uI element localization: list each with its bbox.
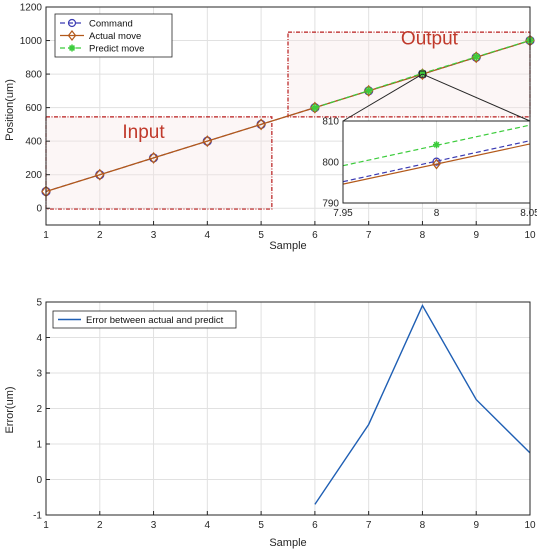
error-series: [314, 304, 531, 505]
error-x-tick-label: 4: [205, 520, 211, 531]
inset-y-tick-label: 810: [322, 117, 339, 128]
region-box-output: [287, 31, 531, 118]
error-y-axis-label: Error(um): [4, 386, 16, 433]
region-boxes: Input Output: [45, 29, 531, 210]
error-series-line: [314, 304, 531, 505]
error-x-tick-label: 3: [151, 520, 157, 531]
series-marker-predict: [364, 86, 373, 95]
series-marker-predict: [472, 52, 481, 61]
position-x-tick-label: 8: [420, 230, 426, 241]
error-y-tick-label: 1: [36, 440, 42, 451]
error-axes-box: [45, 301, 531, 516]
series-marker-actual: [256, 118, 266, 131]
error-legend: Error between actual and predict: [52, 310, 237, 329]
error-grid: [45, 301, 531, 516]
error-x-tick-label: 6: [312, 520, 318, 531]
position-axes-box: [45, 6, 531, 226]
position-x-axis-label: Sample: [269, 240, 306, 252]
error-legend-box: [52, 310, 237, 329]
position-axes: [45, 6, 531, 226]
legend-marker-predict: [68, 44, 76, 52]
position-series: [41, 34, 535, 198]
legend-label-command: Command: [89, 19, 133, 30]
inset-marker-predict: [433, 141, 440, 149]
inset-frame: [342, 120, 531, 204]
position-y-tick-label: 1200: [20, 3, 43, 14]
position-x-tick-label: 3: [151, 230, 157, 241]
inset-marker-command: [432, 157, 441, 166]
series-marker-actual: [202, 135, 213, 148]
error-y-tick-label: 0: [36, 475, 42, 486]
position-y-axis-label: Position(um): [4, 79, 16, 141]
error-x-tick-label: 7: [366, 520, 372, 531]
inset-marker-actual: [432, 158, 441, 170]
error-y-tick-label: 5: [36, 298, 42, 309]
error-x-tick-label: 1: [43, 520, 49, 531]
error-chart: 1 2 3 4 5 6 7 8 9 10 -1 0 1 2 3 4 5 Sample Error(um) Err…: [4, 298, 536, 550]
inset-x-tick-label: 8: [434, 208, 440, 219]
series-marker-actual: [95, 168, 105, 181]
series-marker-predict: [310, 103, 319, 112]
error-x-tick-label: 5: [258, 520, 264, 531]
output-region-label: Output: [401, 29, 459, 50]
inset-y-tick-label: 790: [322, 199, 339, 210]
zoom-marker-box: [418, 70, 426, 78]
legend-label-predict: Predict move: [89, 44, 144, 55]
zoom-connector-right: [422, 73, 531, 122]
input-region-label: Input: [122, 122, 165, 143]
position-x-tick-label: 2: [97, 230, 103, 241]
inset-line-actual: [342, 143, 531, 185]
error-x-tick-label: 2: [97, 520, 103, 531]
error-y-tick-label: 3: [36, 369, 42, 380]
legend-marker-actual: [67, 30, 77, 41]
position-x-tick-label: 1: [43, 230, 49, 241]
error-y-tick-label: -1: [33, 511, 42, 522]
error-x-tick-label: 9: [473, 520, 479, 531]
position-x-tick-label: 9: [473, 230, 479, 241]
zoom-connector-left: [342, 73, 423, 122]
error-x-tick-label: 10: [524, 520, 536, 531]
error-y-tick-label: 4: [36, 333, 42, 344]
error-axes: [45, 301, 531, 516]
position-y-tick-label: 0: [36, 204, 42, 215]
zoom-inset: 7.95 8 8.05 790 800 810: [322, 70, 537, 219]
legend-marker-command: [67, 18, 77, 28]
inset-y-tick-label: 800: [322, 158, 339, 169]
series-marker-actual: [148, 151, 159, 164]
position-x-tick-label: 4: [205, 230, 211, 241]
position-x-tick-label: 6: [312, 230, 318, 241]
position-y-tick-label: 1000: [20, 36, 43, 47]
position-tick-labels: 1 2 3 4 5 6 7 8 9 10 0 200 400 600 800 1000 1200: [20, 3, 536, 242]
error-x-axis-label: Sample: [269, 537, 306, 549]
position-y-tick-label: 600: [25, 103, 42, 114]
inset-x-tick-label: 7.95: [333, 208, 353, 219]
position-x-tick-label: 7: [366, 230, 372, 241]
position-y-tick-label: 400: [25, 137, 42, 148]
error-x-tick-label: 8: [420, 520, 426, 531]
position-x-tick-label: 10: [524, 230, 536, 241]
position-y-tick-label: 800: [25, 70, 42, 81]
error-legend-label: Error between actual and predict: [86, 315, 224, 326]
legend-label-actual: Actual move: [89, 31, 141, 42]
position-chart: Input Output 1 2 3 4 5 6 7 8 9 10 0 200 400 600 800 1000…: [4, 3, 537, 253]
inset-x-tick-label: 8.05: [520, 208, 537, 219]
error-y-tick-label: 2: [36, 404, 42, 415]
position-y-tick-label: 200: [25, 170, 42, 181]
position-x-tick-label: 5: [258, 230, 264, 241]
error-tick-labels: 1 2 3 4 5 6 7 8 9 10 -1 0 1 2 3 4 5: [33, 298, 536, 532]
